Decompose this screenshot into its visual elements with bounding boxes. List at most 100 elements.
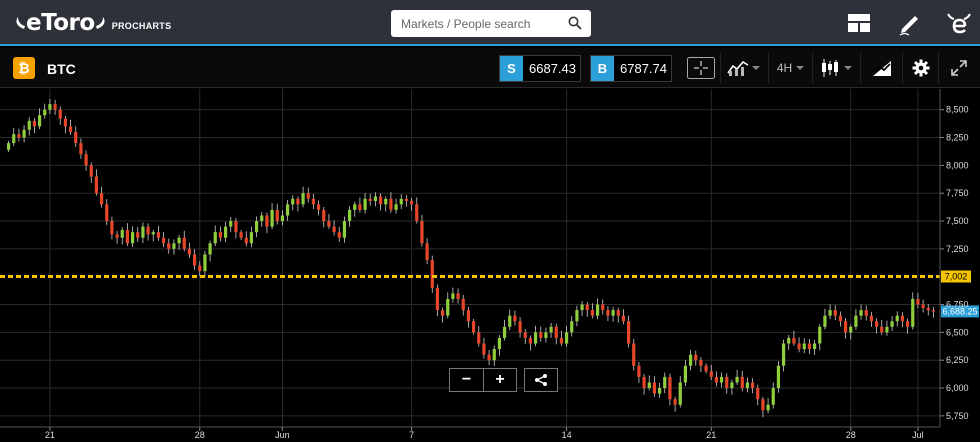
zoom-in-button[interactable]: + [483,369,516,391]
share-button[interactable] [524,368,558,392]
candle-body [94,176,99,194]
candle-body [781,343,786,366]
etoro-e-icon[interactable] [946,10,972,36]
candle-body [911,298,915,327]
candle-body [254,221,259,233]
y-tick-label: 5,750 [946,411,969,421]
candle-body [508,315,512,327]
sell-button[interactable]: S 6687.43 [499,55,581,82]
candle-body [234,221,238,233]
crosshair-icon [687,57,715,79]
candle-body [89,165,93,177]
candle-body [787,337,791,344]
timeframe-select[interactable]: 4H [768,52,812,84]
candle-body [182,237,186,249]
candle-body [167,243,171,249]
settings-button[interactable] [902,52,938,84]
candle-body [399,198,403,205]
candle-body [528,337,533,344]
candle-body [580,304,584,311]
search-icon[interactable] [568,16,582,30]
candle-body [668,376,672,400]
expand-button[interactable] [938,52,978,84]
candle-body [632,343,636,366]
candle-body [58,109,62,119]
candle-body [647,382,651,389]
candle-body [518,321,522,333]
candle-body [709,371,713,377]
candle-body [368,198,372,201]
candle-body [22,129,26,138]
zoom-out-button[interactable]: − [461,371,472,388]
candle-body [797,343,801,350]
candle-body [673,399,677,405]
candle-body [807,343,812,350]
candle-body [311,198,316,205]
candle-body [750,382,755,389]
candle-body [766,404,770,411]
search-input[interactable] [391,10,561,37]
candle-body [187,248,192,255]
buy-button[interactable]: B 6787.74 [590,55,672,82]
candle-body [229,221,233,227]
candle-body [37,115,42,127]
candle-body [430,260,434,288]
buy-price: 6787.74 [620,61,667,76]
settings-icon [912,59,929,77]
level-label-bg [941,270,971,283]
chart-toolbar: ₿ BTC S 6687.43 B 6787.74 4H [0,48,980,88]
candle-body [316,204,321,210]
chart-type-button[interactable] [720,52,768,84]
layout-icon[interactable] [846,10,872,36]
candle-body [213,232,217,244]
search-box[interactable] [391,10,591,37]
candle-body [492,349,496,361]
candles-icon [821,59,838,77]
pencil-icon[interactable] [897,10,923,36]
candle-body [652,382,657,394]
candle-body [570,321,574,333]
crosshair-button[interactable] [683,52,719,84]
sell-price: 6687.43 [529,61,576,76]
x-tick-label: Jun [275,430,290,440]
candle-body [151,232,155,235]
candle-body [854,315,858,327]
candle-body [306,193,310,199]
candle-body [280,215,285,222]
y-tick-label: 7,500 [946,216,969,226]
candle-body [105,204,109,222]
candle-body [683,365,688,383]
candle-body [601,304,605,311]
candle-body [358,204,362,210]
candle-body [451,293,455,299]
candle-body [642,376,646,389]
candle-body [384,198,388,205]
candle-body [771,388,775,405]
candle-body [905,321,910,327]
candle-body [549,326,553,333]
candle-body [48,104,52,110]
candle-body [838,315,843,322]
btc-icon: ₿ [13,57,35,79]
candle-body [461,298,465,311]
candle-body [523,332,527,338]
candle-body [192,254,197,266]
y-tick-label: 6,000 [946,383,969,393]
y-tick-label: 7,750 [946,188,969,198]
candle-body [115,234,119,238]
candle-body [141,226,145,238]
candle-body [616,310,620,316]
y-tick-label: 6,500 [946,327,969,337]
indicators-button[interactable] [860,52,902,84]
candle-body [17,134,21,138]
candle-body [130,232,135,244]
etoro-logo[interactable]: eToro PROCHARTS [14,10,171,36]
candle-body [125,229,130,244]
candle-body [373,196,378,201]
last-price-label: 6,688.25 [942,306,977,316]
candles-button[interactable] [812,52,860,84]
candle-body [208,243,212,255]
candle-body [792,337,796,344]
